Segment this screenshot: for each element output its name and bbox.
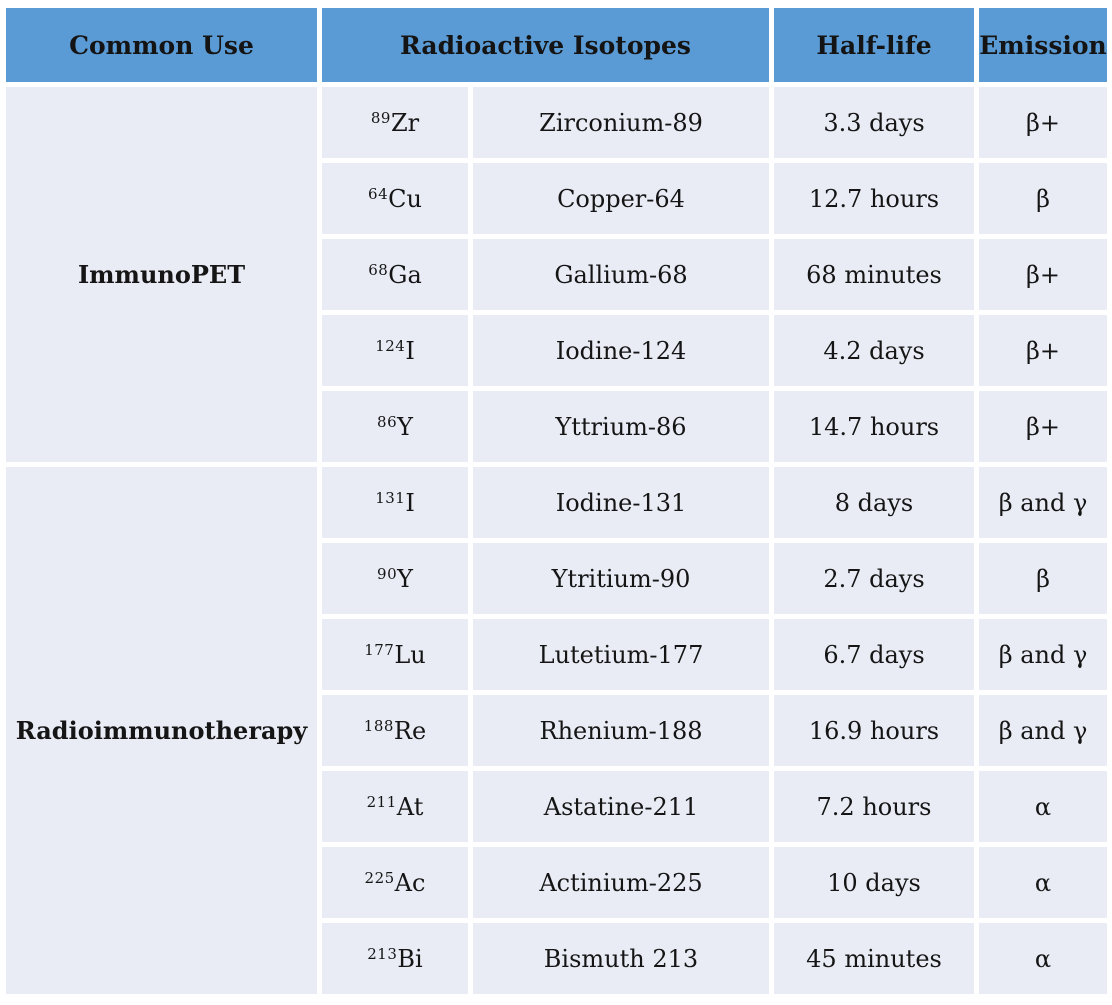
isotope-symbol-cell: 68Ga [322,239,468,310]
table-row: 177Lu Lutetium-177 6.7 days β and γ [6,619,1107,690]
half-life-cell: 14.7 hours [774,391,974,462]
mass-number: 68 [368,260,389,279]
table-row: 124I Iodine-124 4.2 days β+ [6,315,1107,386]
isotope-name-cell: Iodine-131 [473,467,769,538]
half-life-cell: 6.7 days [774,619,974,690]
emission-cell: β and γ [979,467,1107,538]
emission-cell: β+ [979,87,1107,158]
isotope-name-cell: Copper-64 [473,163,769,234]
half-life-cell: 68 minutes [774,239,974,310]
mass-number: 90 [377,564,398,583]
half-life-cell: 10 days [774,847,974,918]
common-use-cell: ImmunoPET [6,87,317,462]
mass-number: 213 [367,944,398,963]
isotope-symbol-cell: 64Cu [322,163,468,234]
isotope-name-cell: Iodine-124 [473,315,769,386]
mass-number: 225 [364,868,395,887]
header-common-use: Common Use [6,8,317,82]
mass-number: 124 [375,336,406,355]
half-life-cell: 3.3 days [774,87,974,158]
isotope-name-cell: Zirconium-89 [473,87,769,158]
table-row: 213Bi Bismuth 213 45 minutes α [6,923,1107,994]
mass-number: 64 [368,184,389,203]
emission-cell: α [979,923,1107,994]
isotope-symbol-cell: 124I [322,315,468,386]
table-row: 188Re Rhenium-188 16.9 hours β and γ [6,695,1107,766]
header-emission: Emission [979,8,1107,82]
half-life-cell: 2.7 days [774,543,974,614]
emission-cell: α [979,771,1107,842]
emission-cell: β [979,163,1107,234]
isotope-symbol-cell: 90Y [322,543,468,614]
table-row: 211At Astatine-211 7.2 hours α [6,771,1107,842]
mass-number: 86 [377,412,398,431]
isotope-name-cell: Bismuth 213 [473,923,769,994]
table-row: 225Ac Actinium-225 10 days α [6,847,1107,918]
mass-number: 177 [364,640,395,659]
table-row: ImmunoPET 89Zr Zirconium-89 3.3 days β+ [6,87,1107,462]
mass-number: 188 [363,716,394,735]
isotope-symbol-cell: 211At [322,771,468,842]
isotope-symbol-cell: 131I [322,467,468,538]
emission-cell: β and γ [979,695,1107,766]
isotope-symbol-cell: 89Zr [322,87,468,158]
emission-cell: β and γ [979,619,1107,690]
table-row: 86Y Yttrium-86 14.7 hours β+ [6,391,1107,462]
isotope-symbol-cell: 177Lu [322,619,468,690]
isotope-name-cell: Yttrium-86 [473,391,769,462]
emission-cell: β+ [979,239,1107,310]
emission-cell: β+ [979,391,1107,462]
mass-number: 89 [370,108,391,127]
table-row: 64Cu Copper-64 12.7 hours β [6,163,1107,234]
emission-cell: β+ [979,315,1107,386]
isotope-name-cell: Lutetium-177 [473,619,769,690]
isotope-name-cell: Gallium-68 [473,239,769,310]
half-life-cell: 4.2 days [774,315,974,386]
table-row: Radioimmunotherapy 131I Iodine-131 8 days β … [6,467,1107,994]
mass-number: 131 [375,488,406,507]
emission-cell: α [979,847,1107,918]
isotope-symbol-cell: 188Re [322,695,468,766]
isotope-name-cell: Rhenium-188 [473,695,769,766]
isotope-name-cell: Actinium-225 [473,847,769,918]
isotope-symbol-cell: 225Ac [322,847,468,918]
half-life-cell: 45 minutes [774,923,974,994]
isotope-symbol-cell: 86Y [322,391,468,462]
common-use-cell: Radioimmunotherapy [6,467,317,994]
half-life-cell: 7.2 hours [774,771,974,842]
header-row: Common Use Radioactive Isotopes Half-lif… [6,8,1107,82]
table-row: 68Ga Gallium-68 68 minutes β+ [6,239,1107,310]
half-life-cell: 8 days [774,467,974,538]
emission-cell: β [979,543,1107,614]
isotope-name-cell: Ytritium-90 [473,543,769,614]
header-radioactive-isotopes: Radioactive Isotopes [322,8,769,82]
half-life-cell: 16.9 hours [774,695,974,766]
table-row: 90Y Ytritium-90 2.7 days β [6,543,1107,614]
header-half-life: Half-life [774,8,974,82]
isotope-symbol-cell: 213Bi [322,923,468,994]
half-life-cell: 12.7 hours [774,163,974,234]
radioactive-isotopes-table: Common Use Radioactive Isotopes Half-lif… [1,3,1112,999]
isotope-name-cell: Astatine-211 [473,771,769,842]
mass-number: 211 [366,792,397,811]
